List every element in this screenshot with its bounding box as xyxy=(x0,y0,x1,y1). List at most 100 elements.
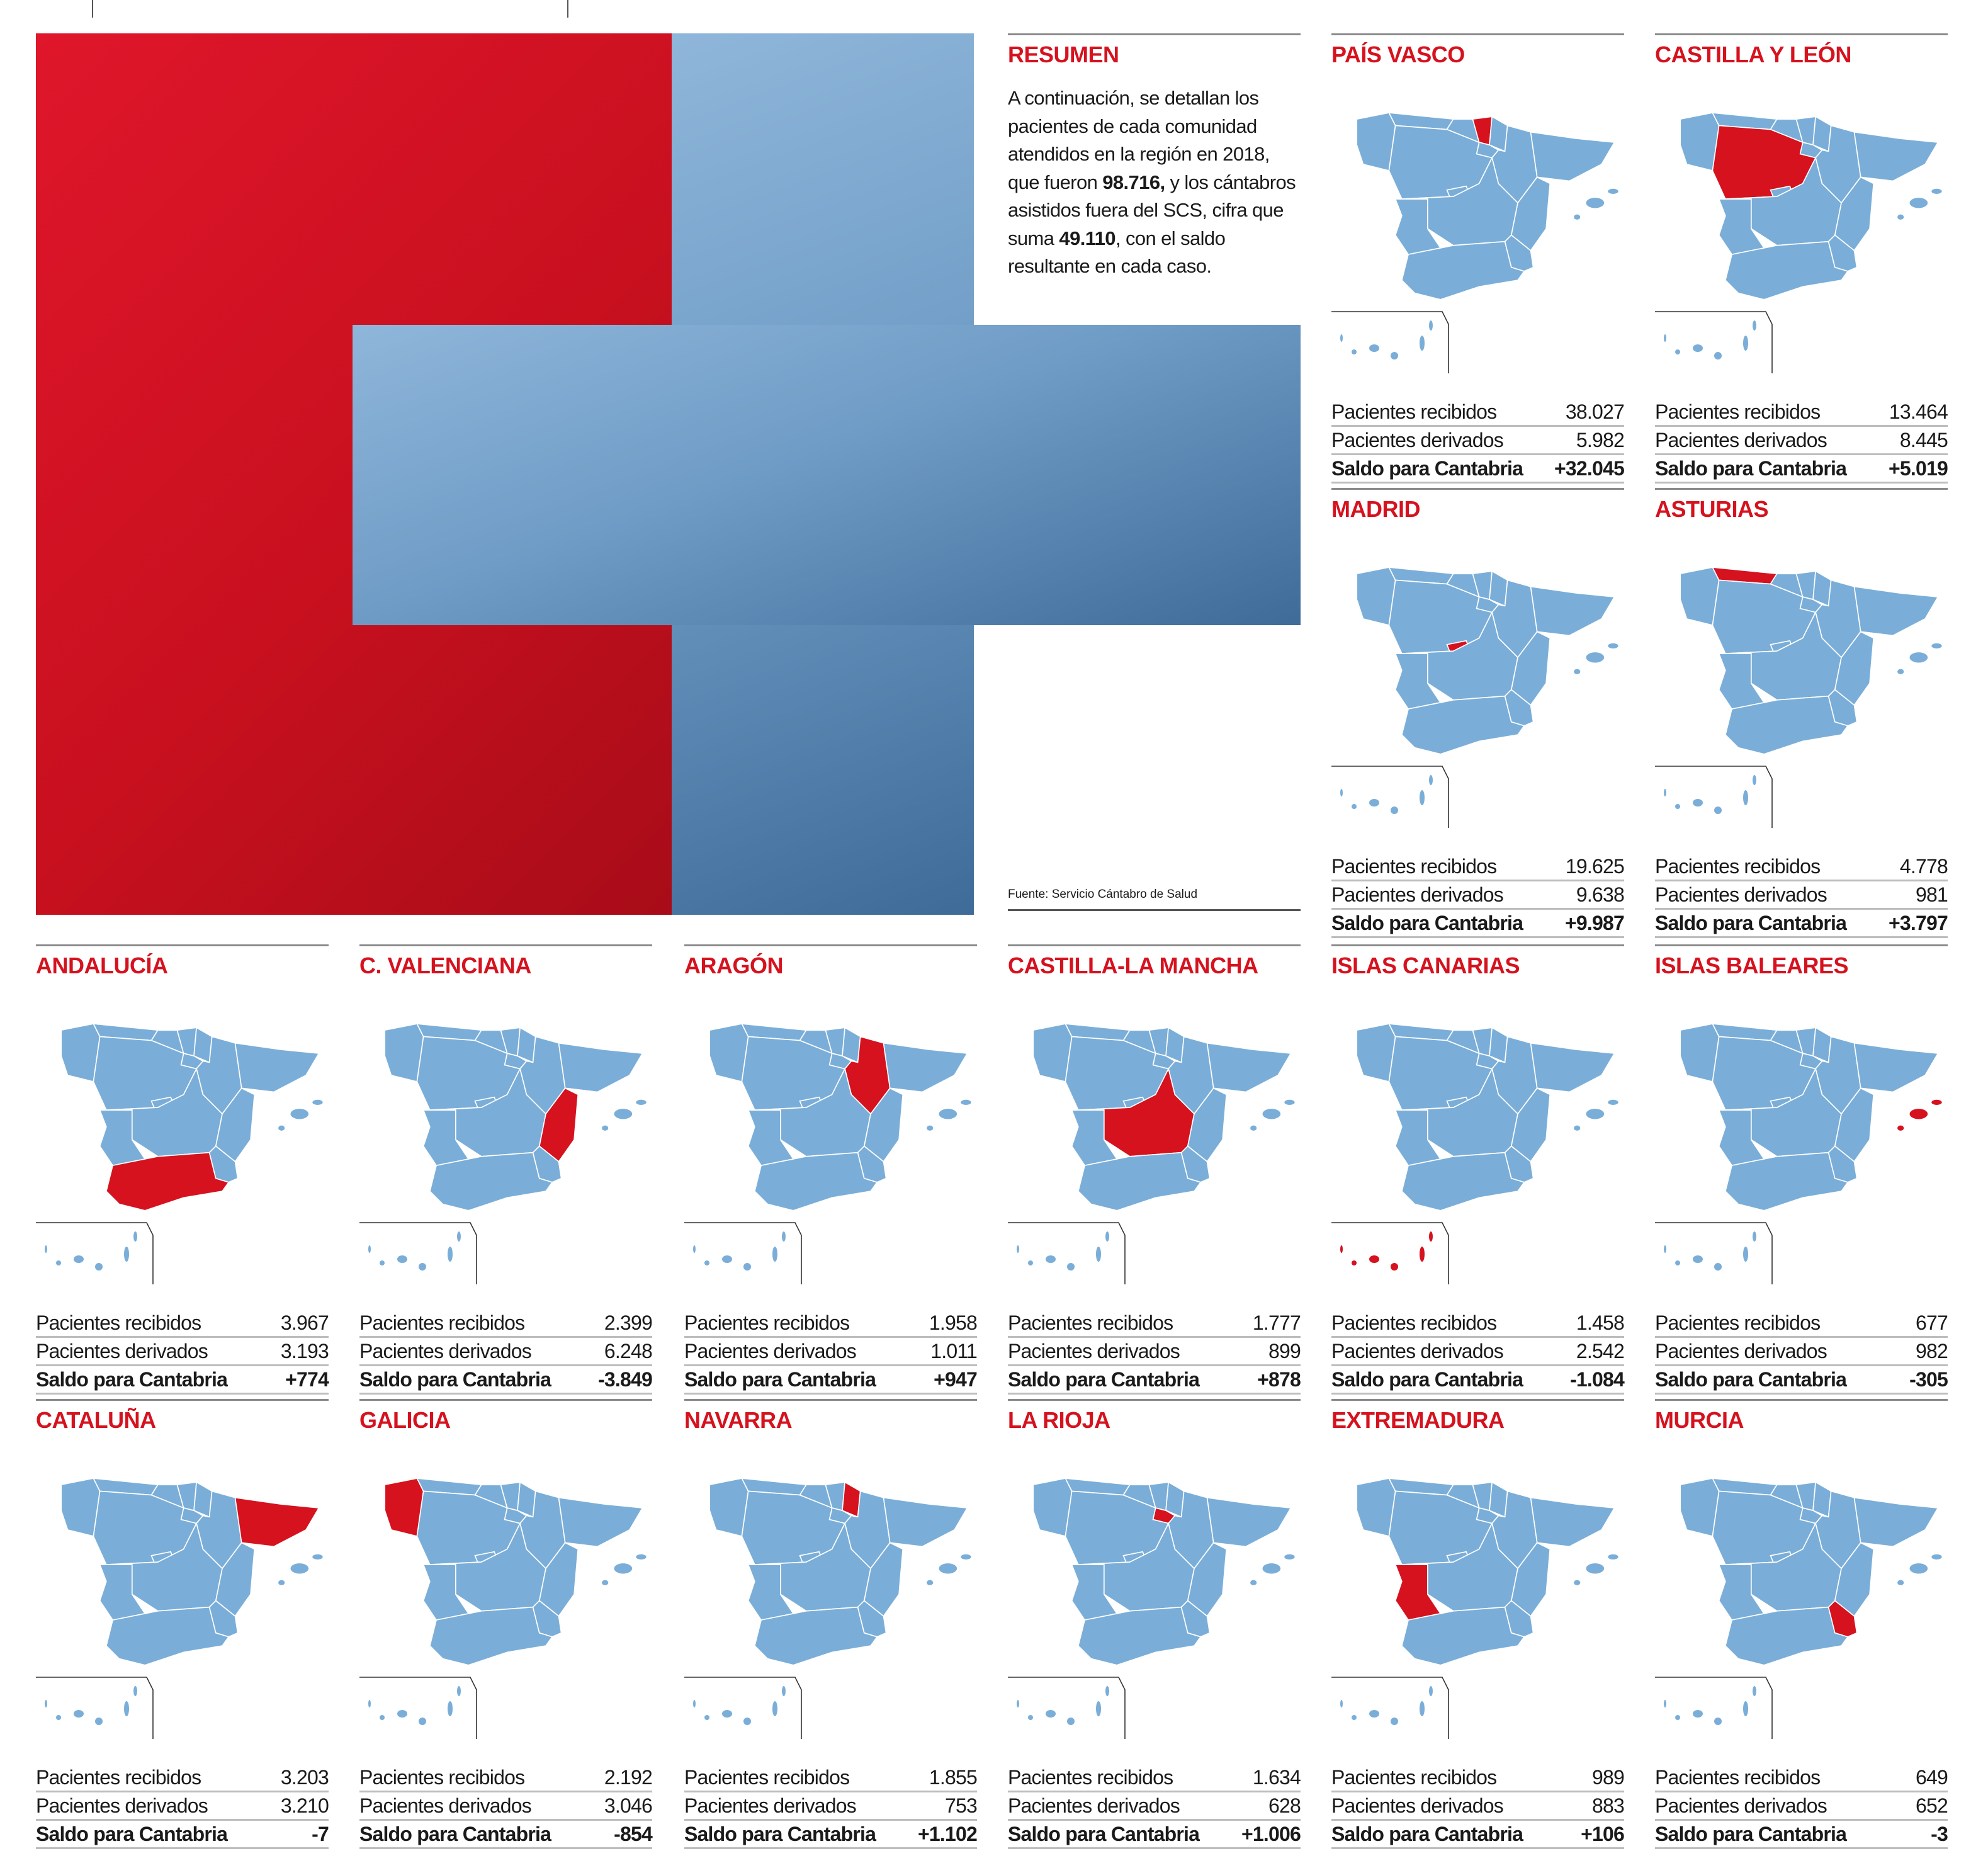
island xyxy=(1714,1263,1722,1271)
island xyxy=(1753,1231,1756,1242)
island xyxy=(1067,1718,1075,1725)
spain-map xyxy=(1356,567,1618,755)
panel-title: EXTREMADURA xyxy=(1331,1407,1505,1433)
received-row: Pacientes recibidos 2.399 xyxy=(359,1310,653,1338)
island xyxy=(1664,789,1666,796)
panel-title: GALICIA xyxy=(359,1407,451,1433)
region-galicia xyxy=(1032,1023,1073,1083)
island xyxy=(1028,1260,1033,1265)
region-panel: MURCIA Pacientes recibidos 649 Pacientes … xyxy=(1655,1399,1948,1849)
island xyxy=(1664,1245,1666,1253)
balance-label: Saldo para Cantabria xyxy=(359,1368,551,1391)
derived-row: Pacientes derivados 5.982 xyxy=(1331,427,1625,455)
island xyxy=(772,1247,777,1262)
island xyxy=(397,1255,407,1263)
hospital-photo xyxy=(36,33,1301,915)
canary-islands-inset xyxy=(1655,1677,1773,1739)
island xyxy=(1743,790,1748,805)
island xyxy=(1369,1710,1379,1718)
derived-row: Pacientes derivados 6.248 xyxy=(359,1338,653,1366)
island xyxy=(1105,1686,1109,1696)
received-value: 4.778 xyxy=(1899,855,1948,878)
derived-row: Pacientes derivados 3.210 xyxy=(36,1792,329,1821)
received-row: Pacientes recibidos 1.855 xyxy=(684,1764,978,1792)
island xyxy=(1693,1710,1703,1718)
derived-row: Pacientes derivados 981 xyxy=(1655,881,1948,910)
island-ibiza xyxy=(1897,214,1904,220)
panel-title: CASTILLA-LA MANCHA xyxy=(1008,953,1258,978)
island-ibiza xyxy=(602,1580,609,1585)
balance-label: Saldo para Cantabria xyxy=(1008,1823,1200,1845)
island xyxy=(743,1718,751,1725)
island xyxy=(782,1231,786,1242)
island xyxy=(1067,1263,1075,1271)
region-andalucia xyxy=(1724,241,1849,300)
region-murcia xyxy=(1504,1145,1534,1183)
island-menorca xyxy=(1931,188,1942,194)
received-value: 1.634 xyxy=(1252,1766,1301,1789)
balance-value: +5.019 xyxy=(1889,457,1948,480)
received-value: 19.625 xyxy=(1565,855,1625,878)
balance-label: Saldo para Cantabria xyxy=(1331,1823,1523,1845)
inset-frame xyxy=(1655,1222,1773,1284)
island-menorca xyxy=(1931,1099,1942,1105)
derived-label: Pacientes derivados xyxy=(1331,1340,1504,1362)
balance-row: Saldo para Cantabria +5.019 xyxy=(1655,455,1948,484)
photo-blue-band xyxy=(353,325,1301,625)
island xyxy=(56,1715,61,1720)
derived-label: Pacientes derivados xyxy=(359,1794,532,1817)
received-row: Pacientes recibidos 13.464 xyxy=(1655,399,1948,427)
island-mallorca xyxy=(1586,652,1605,663)
spain-map xyxy=(384,1478,647,1666)
region-panel: CASTILLA Y LEÓN Pacientes recibidos 13.46… xyxy=(1655,33,1948,484)
panel-title: C. VALENCIANA xyxy=(359,953,531,978)
inset-frame xyxy=(1655,311,1773,373)
derived-value: 652 xyxy=(1916,1794,1948,1817)
island-menorca xyxy=(1931,643,1942,648)
received-value: 677 xyxy=(1916,1311,1948,1334)
island-ibiza xyxy=(1574,214,1581,220)
island xyxy=(448,1701,453,1716)
region-panel: MADRID Pacientes recibidos 19.625 Pacient… xyxy=(1331,488,1625,938)
derived-label: Pacientes derivados xyxy=(1008,1340,1180,1362)
divider xyxy=(36,944,329,946)
summary-text-part: , con el saldo resultante en cada caso. xyxy=(1008,227,1226,278)
island xyxy=(95,1263,103,1271)
canary-islands-inset xyxy=(1331,1222,1449,1284)
divider xyxy=(1655,944,1948,946)
derived-value: 3.210 xyxy=(280,1794,329,1817)
island xyxy=(133,1686,137,1696)
inset-frame xyxy=(1008,1677,1126,1739)
region-murcia xyxy=(208,1600,239,1638)
island xyxy=(1675,804,1680,809)
derived-value: 8.445 xyxy=(1899,429,1948,451)
balance-label: Saldo para Cantabria xyxy=(359,1823,551,1845)
canary-islands-inset xyxy=(1655,1222,1773,1284)
island xyxy=(743,1263,751,1271)
received-label: Pacientes recibidos xyxy=(684,1766,850,1789)
balance-row: Saldo para Cantabria +1.006 xyxy=(1008,1821,1301,1849)
divider xyxy=(359,944,652,946)
stats-table: Pacientes recibidos 1.777 Pacientes deriv… xyxy=(1008,1310,1301,1395)
island xyxy=(1420,336,1425,351)
balance-value: +3.797 xyxy=(1889,912,1948,934)
region-murcia xyxy=(532,1600,562,1638)
divider xyxy=(1655,33,1948,35)
stats-table: Pacientes recibidos 13.464 Pacientes deri… xyxy=(1655,399,1948,484)
source-note: Fuente: Servicio Cántabro de Salud xyxy=(1008,888,1301,911)
region-murcia xyxy=(1504,1600,1534,1638)
region-galicia xyxy=(60,1023,101,1083)
balance-label: Saldo para Cantabria xyxy=(1655,1823,1847,1845)
island-mallorca xyxy=(614,1109,633,1119)
received-label: Pacientes recibidos xyxy=(359,1766,525,1789)
island xyxy=(1105,1231,1109,1242)
balance-label: Saldo para Cantabria xyxy=(1008,1368,1200,1391)
island xyxy=(704,1715,709,1720)
stats-table: Pacientes recibidos 1.634 Pacientes deriv… xyxy=(1008,1764,1301,1849)
region-panel: CASTILLA-LA MANCHA Pacientes recibidos 1.… xyxy=(1008,944,1301,1395)
region-cataluna xyxy=(883,1042,968,1093)
island xyxy=(368,1245,371,1253)
island xyxy=(1096,1247,1101,1262)
island xyxy=(1714,807,1722,814)
stats-table: Pacientes recibidos 3.967 Pacientes deriv… xyxy=(36,1310,329,1395)
